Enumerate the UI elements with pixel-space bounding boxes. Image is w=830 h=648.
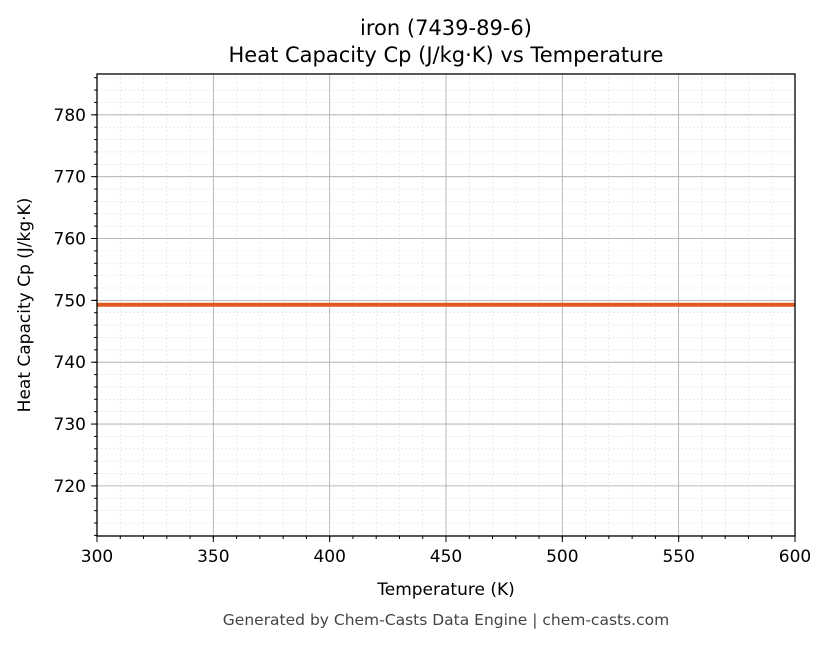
- x-tick-label: 550: [662, 547, 694, 567]
- x-tick-label: 500: [546, 547, 578, 567]
- x-tick-label: 600: [779, 547, 811, 567]
- x-tick-label: 300: [81, 547, 113, 567]
- y-tick-label: 730: [54, 415, 86, 435]
- chart-title: iron (7439-89-6): [360, 16, 532, 40]
- y-tick-label: 780: [54, 106, 86, 126]
- chart-subtitle: Heat Capacity Cp (J/kg·K) vs Temperature: [229, 43, 664, 67]
- x-tick-label: 400: [313, 547, 345, 567]
- footer-text: Generated by Chem-Casts Data Engine | ch…: [223, 611, 669, 629]
- y-tick-label: 770: [54, 168, 86, 188]
- y-tick-label: 750: [54, 291, 86, 311]
- y-axis-label: Heat Capacity Cp (J/kg·K): [15, 198, 35, 413]
- x-axis-label: Temperature (K): [376, 580, 515, 600]
- y-tick-label: 720: [54, 477, 86, 497]
- x-tick-label: 450: [430, 547, 462, 567]
- y-tick-label: 760: [54, 230, 86, 250]
- x-tick-label: 350: [197, 547, 229, 567]
- y-tick-label: 740: [54, 353, 86, 373]
